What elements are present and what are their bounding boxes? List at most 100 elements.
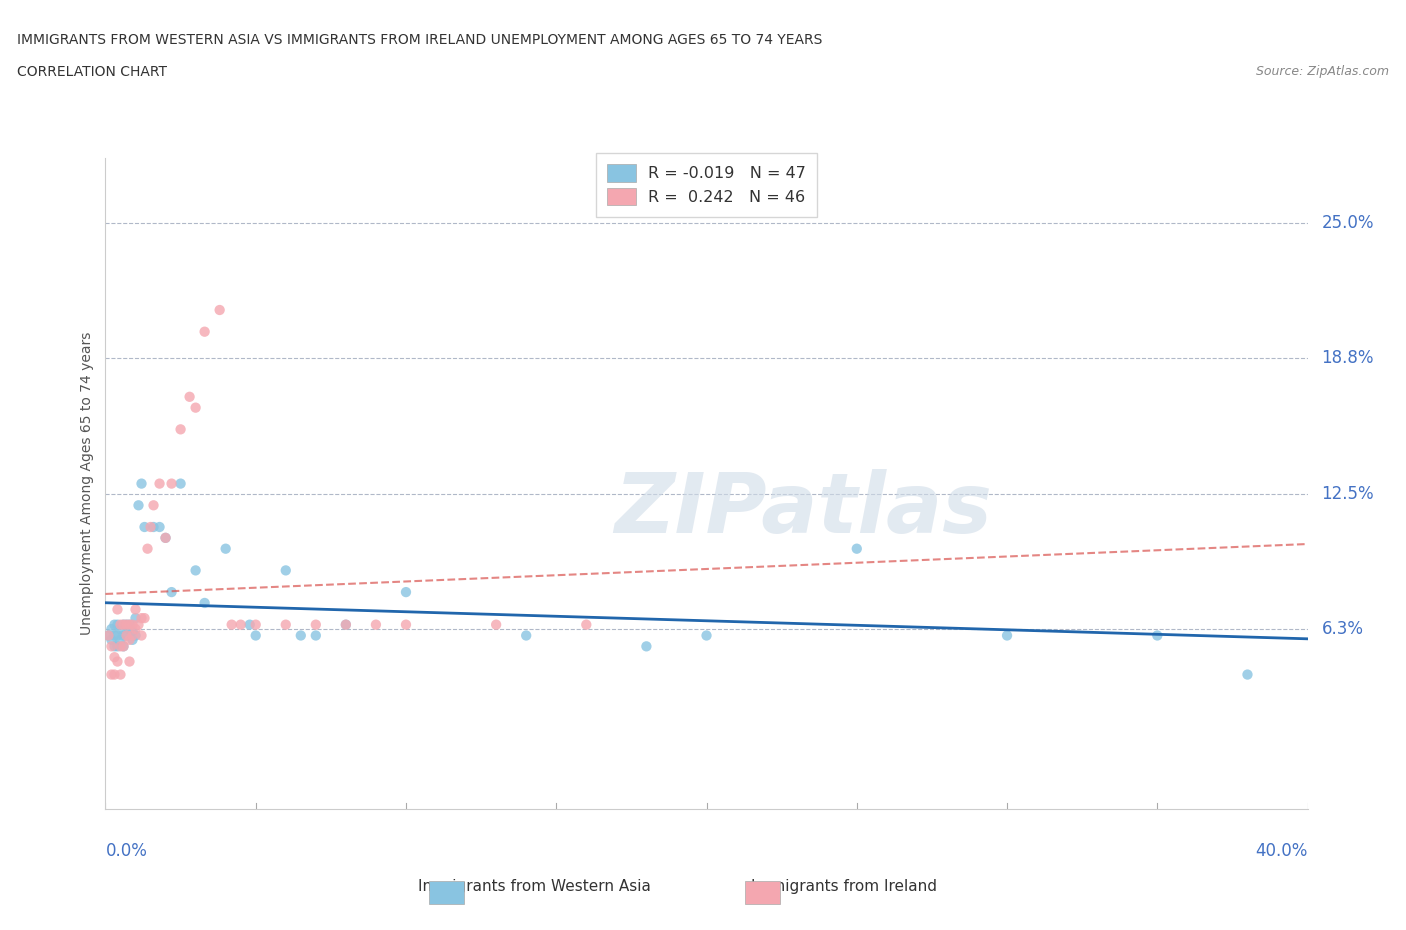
Point [100, 621, 122, 636]
Text: 25.0%: 25.0% [1322, 214, 1374, 232]
Point [100, 667, 122, 682]
Point [100, 639, 122, 654]
Point [274, 618, 297, 632]
Text: ZIPatlas: ZIPatlas [614, 469, 991, 551]
Point [107, 639, 129, 654]
Point [118, 632, 141, 647]
Point [128, 618, 150, 632]
Point [995, 628, 1018, 643]
Text: 18.8%: 18.8% [1322, 349, 1374, 366]
Text: Source: ZipAtlas.com: Source: ZipAtlas.com [1256, 65, 1389, 78]
Point [115, 618, 138, 632]
Point [97, 628, 120, 643]
Point [160, 476, 183, 491]
Point [128, 498, 150, 512]
Point [395, 585, 418, 600]
Y-axis label: Unemployment Among Ages 65 to 74 years: Unemployment Among Ages 65 to 74 years [80, 332, 94, 635]
Point [118, 618, 141, 632]
Point [245, 628, 267, 643]
Point [636, 639, 658, 654]
Point [124, 621, 146, 636]
Text: 6.3%: 6.3% [1322, 620, 1364, 638]
Point [364, 618, 387, 632]
Point [110, 667, 132, 682]
Point [131, 476, 153, 491]
Point [121, 624, 143, 639]
Point [221, 618, 243, 632]
Point [169, 422, 191, 437]
Point [103, 667, 125, 682]
Point [148, 520, 170, 535]
Point [118, 654, 141, 669]
Point [136, 541, 159, 556]
Point [100, 632, 122, 647]
Point [115, 628, 138, 643]
Point [124, 628, 146, 643]
Point [155, 530, 177, 545]
Point [696, 628, 718, 643]
Point [160, 585, 183, 600]
Point [335, 618, 357, 632]
Text: Immigrants from Ireland: Immigrants from Ireland [751, 879, 936, 894]
Point [97, 628, 120, 643]
Point [112, 639, 135, 654]
Point [155, 530, 177, 545]
Point [515, 628, 537, 643]
Point [194, 595, 217, 610]
Point [179, 390, 201, 405]
Point [575, 618, 598, 632]
Text: IMMIGRANTS FROM WESTERN ASIA VS IMMIGRANTS FROM IRELAND UNEMPLOYMENT AMONG AGES : IMMIGRANTS FROM WESTERN ASIA VS IMMIGRAN… [17, 33, 823, 46]
Point [229, 618, 252, 632]
Point [115, 618, 138, 632]
Point [121, 628, 143, 643]
Point [110, 639, 132, 654]
Point [124, 611, 146, 626]
Point [305, 628, 328, 643]
Point [1236, 667, 1258, 682]
Point [845, 541, 868, 556]
Point [110, 632, 132, 647]
Point [110, 618, 132, 632]
Point [274, 563, 297, 578]
Point [142, 498, 165, 512]
Point [131, 611, 153, 626]
Text: Immigrants from Western Asia: Immigrants from Western Asia [418, 879, 651, 894]
Point [121, 632, 143, 647]
Point [121, 618, 143, 632]
Point [118, 621, 141, 636]
Point [139, 520, 162, 535]
Point [103, 618, 125, 632]
Point [103, 650, 125, 665]
Point [110, 621, 132, 636]
Point [131, 628, 153, 643]
Text: CORRELATION CHART: CORRELATION CHART [17, 65, 167, 79]
Point [1146, 628, 1168, 643]
Legend: R = -0.019   N = 47, R =  0.242   N = 46: R = -0.019 N = 47, R = 0.242 N = 46 [596, 153, 817, 217]
Point [107, 618, 129, 632]
Point [107, 654, 129, 669]
Point [184, 563, 207, 578]
Point [103, 639, 125, 654]
Point [194, 325, 217, 339]
Text: 40.0%: 40.0% [1256, 842, 1308, 859]
Point [142, 520, 165, 535]
Point [103, 628, 125, 643]
Point [395, 618, 418, 632]
Point [485, 618, 508, 632]
Point [305, 618, 328, 632]
Point [148, 476, 170, 491]
Point [112, 628, 135, 643]
Point [112, 618, 135, 632]
Point [335, 618, 357, 632]
Point [245, 618, 267, 632]
Point [169, 476, 191, 491]
Point [239, 618, 262, 632]
Point [208, 302, 231, 317]
Point [214, 541, 236, 556]
Point [290, 628, 312, 643]
Point [115, 628, 138, 643]
Point [107, 628, 129, 643]
Text: 0.0%: 0.0% [105, 842, 148, 859]
Point [112, 639, 135, 654]
Text: 12.5%: 12.5% [1322, 485, 1374, 503]
